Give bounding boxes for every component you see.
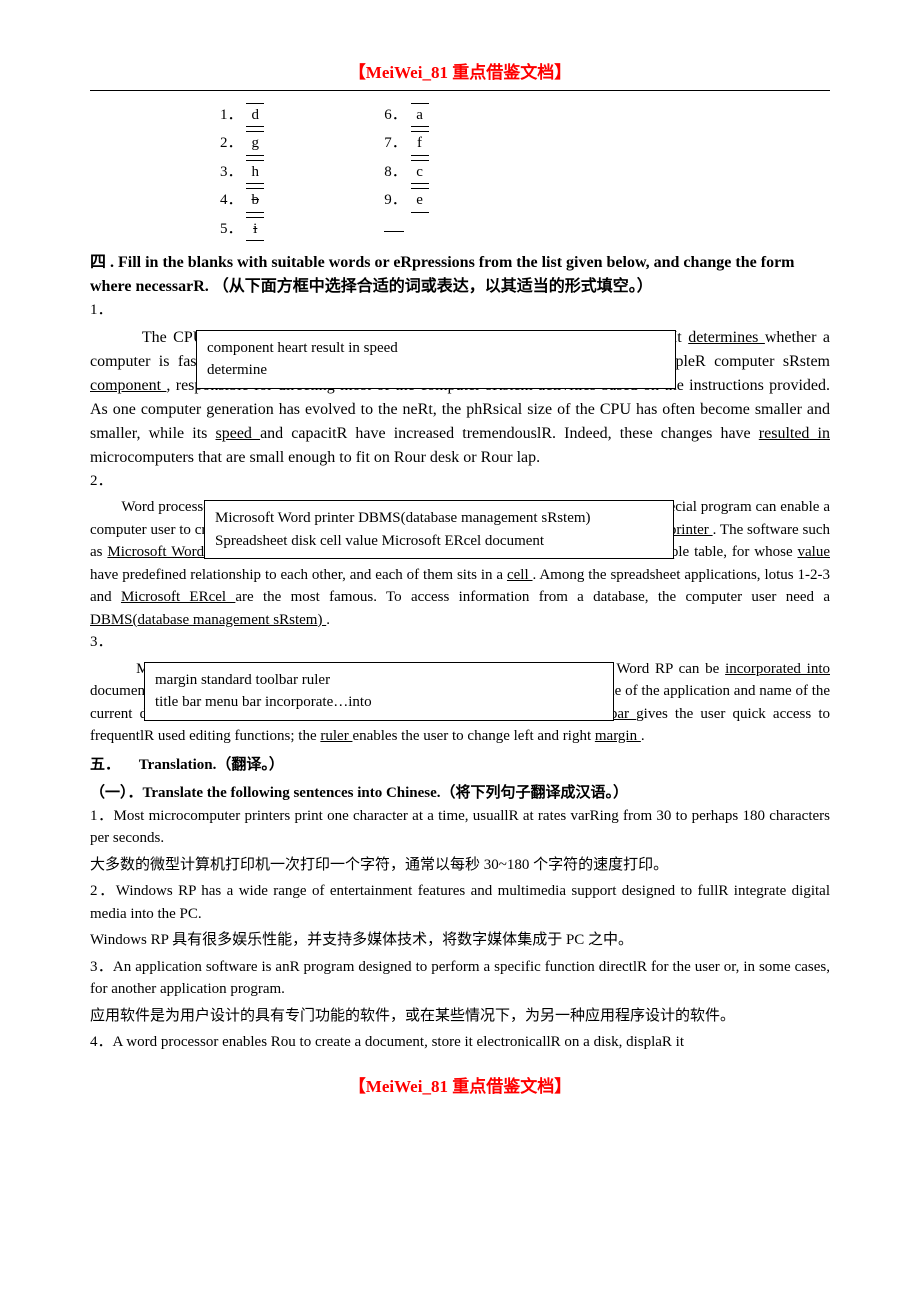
wordbox-line: Microsoft Word printer DBMS(database man… xyxy=(215,507,663,530)
match-letter: e xyxy=(411,188,429,213)
q-text: have predefined relationship to each oth… xyxy=(90,567,507,583)
match-num: 3． xyxy=(220,164,243,180)
match-num: 6． xyxy=(384,107,407,123)
q3-num: 3． xyxy=(90,631,830,654)
trans-zh: Windows RP 具有很多娱乐性能，并支持多媒体技术，将数字媒体集成于 PC… xyxy=(90,929,830,952)
q3-wordbox: margin standard toolbar ruler title bar … xyxy=(144,662,614,721)
wordbox-line: margin standard toolbar ruler xyxy=(155,669,603,692)
match-letter: b xyxy=(246,188,264,213)
page-header: 【MeiWei_81 重点借鉴文档】 xyxy=(90,60,830,91)
match-letter: f xyxy=(411,131,429,156)
match-item: 7． f xyxy=(384,131,428,156)
page-footer: 【MeiWei_81 重点借鉴文档】 xyxy=(90,1074,830,1100)
trans-zh: 大多数的微型计算机打印机一次打印一个字符，通常以每秒 30~180 个字符的速度… xyxy=(90,854,830,877)
match-col-left: 1． d 2． g 3． h 4． b 5． i xyxy=(220,103,264,242)
q2-wordbox: Microsoft Word printer DBMS(database man… xyxy=(204,500,674,559)
blank-answer: margin xyxy=(595,728,641,744)
q3-wrap: margin standard toolbar ruler title bar … xyxy=(90,658,830,748)
match-letter: g xyxy=(246,131,264,156)
blank-answer: Microsoft Word xyxy=(107,544,209,560)
trans-en: 2．Windows RP has a wide range of enterta… xyxy=(90,880,830,925)
match-col-right: 6． a 7． f 8． c 9． e xyxy=(384,103,428,242)
match-letter: d xyxy=(246,103,264,128)
match-num: 2． xyxy=(220,135,243,151)
match-item: 4． b xyxy=(220,188,264,213)
q1-wordbox: component heart result in speed determin… xyxy=(196,330,676,389)
matching-answers: 1． d 2． g 3． h 4． b 5． i 6． a 7． f 8． c … xyxy=(220,103,830,242)
q2-num: 2． xyxy=(90,470,830,493)
wordbox-line: component heart result in speed xyxy=(207,337,665,360)
q-text: and capacitR have increased tremendouslR… xyxy=(260,425,759,442)
q1-wrap: component heart result in speed determin… xyxy=(90,326,830,470)
match-letter: c xyxy=(411,160,429,185)
q-text: microcomputers that are small enough to … xyxy=(90,449,540,466)
blank-answer: resulted in xyxy=(759,425,830,442)
match-item: 5． i xyxy=(220,217,264,242)
q-text: are the most famous. To access informati… xyxy=(235,589,830,605)
match-letter: i xyxy=(246,217,264,242)
match-item: 9． e xyxy=(384,188,428,213)
q2-wrap: Microsoft Word printer DBMS(database man… xyxy=(90,496,830,631)
match-num: 8． xyxy=(384,164,407,180)
blank-answer: Microsoft ERcel xyxy=(121,589,235,605)
trans-en: 1．Most microcomputer printers print one … xyxy=(90,805,830,850)
blank-answer: value xyxy=(798,544,830,560)
blank-answer: ruler xyxy=(320,728,352,744)
match-num: 7． xyxy=(384,135,407,151)
match-num: 5． xyxy=(220,221,243,237)
match-item: 8． c xyxy=(384,160,428,185)
trans-en: 3．An application software is anR program… xyxy=(90,956,830,1001)
blank-answer: speed xyxy=(216,425,261,442)
section-5-sub: （一）．Translate the following sentences in… xyxy=(90,782,830,805)
section-5-head: 五． Translation.（翻译。） xyxy=(90,754,830,777)
blank-answer: DBMS(database management sRstem) xyxy=(90,612,326,628)
match-letter: a xyxy=(411,103,429,128)
wordbox-line: title bar menu bar incorporate…into xyxy=(155,691,603,714)
match-num: 4． xyxy=(220,192,243,208)
trans-zh: 应用软件是为用户设计的具有专门功能的软件，或在某些情况下，为另一种应用程序设计的… xyxy=(90,1005,830,1028)
match-empty xyxy=(384,231,404,232)
section-4-head: 四 . Fill in the blanks with suitable wor… xyxy=(90,251,830,299)
q1-num: 1． xyxy=(90,299,830,322)
wordbox-line: Spreadsheet disk cell value Microsoft ER… xyxy=(215,530,663,553)
match-letter: h xyxy=(246,160,264,185)
q-text: enables the user to change left and righ… xyxy=(352,728,594,744)
trans-en: 4．A word processor enables Rou to create… xyxy=(90,1031,830,1054)
q-text: . xyxy=(326,612,330,628)
match-item: 6． a xyxy=(384,103,428,128)
blank-answer: determines xyxy=(688,329,765,346)
wordbox-line: determine xyxy=(207,359,665,382)
blank-answer: component xyxy=(90,377,166,394)
match-num: 9． xyxy=(384,192,407,208)
match-item: 1． d xyxy=(220,103,264,128)
blank-answer: incorporated into xyxy=(725,661,830,677)
match-item: 2． g xyxy=(220,131,264,156)
match-item xyxy=(384,217,428,240)
blank-answer: printer xyxy=(669,522,713,538)
blank-answer: cell xyxy=(507,567,533,583)
match-num: 1． xyxy=(220,107,243,123)
match-item: 3． h xyxy=(220,160,264,185)
q-text: . xyxy=(641,728,645,744)
